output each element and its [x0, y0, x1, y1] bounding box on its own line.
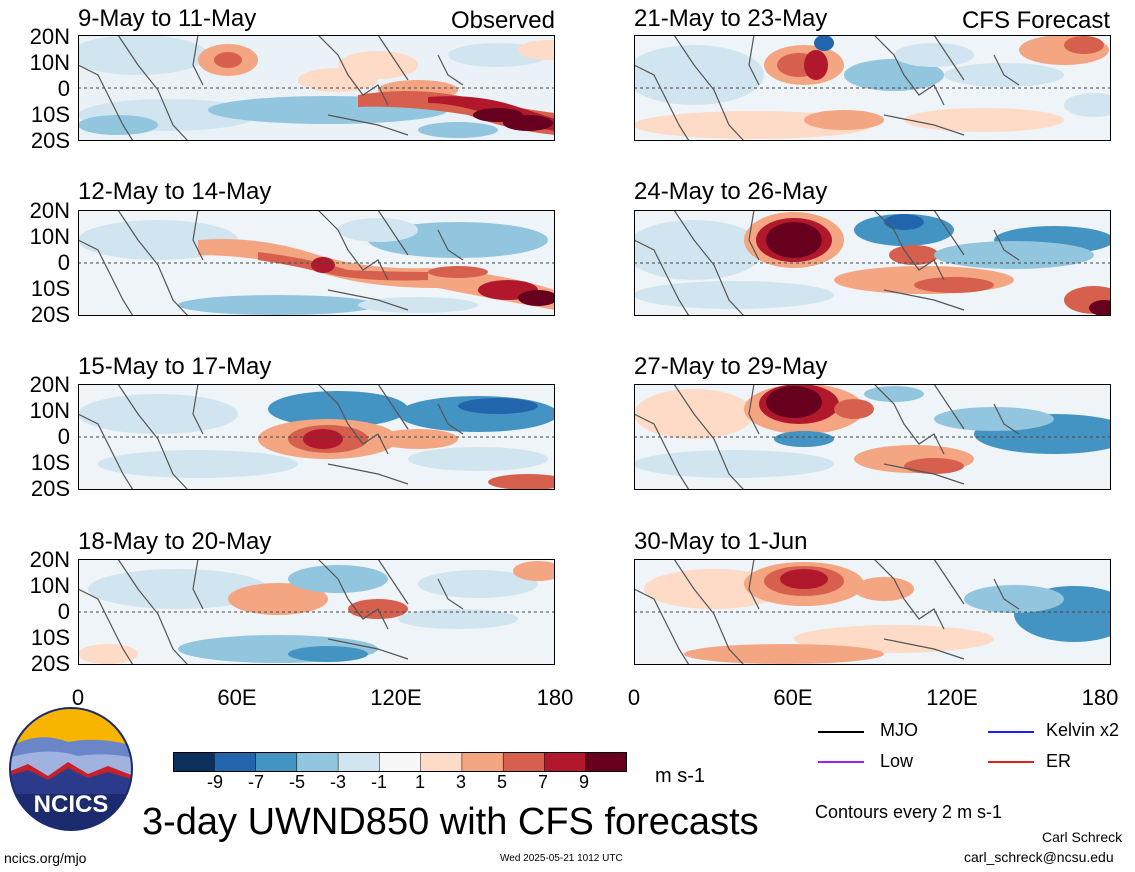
colorbar-swatch	[337, 752, 381, 772]
lon-label: 0	[627, 685, 641, 710]
map-panel-obs-3	[78, 384, 555, 490]
colorbar-swatch	[420, 752, 463, 772]
timestamp: Wed 2025-05-21 1012 UTC	[500, 853, 623, 864]
lat-label: 10S	[30, 102, 70, 127]
panel-title-fc-4: 30-May to 1-Jun	[634, 528, 808, 555]
lon-label: 120E	[926, 685, 978, 710]
map-panel-fc-4	[634, 559, 1111, 665]
lat-label: 20N	[29, 372, 70, 397]
colorbar-swatch	[379, 752, 422, 772]
colorbar-tick: 9	[578, 772, 589, 792]
lon-label: 180	[536, 685, 574, 710]
panel-title-obs-2: 12-May to 14-May	[78, 178, 272, 205]
panel-title-fc-2: 24-May to 26-May	[634, 178, 828, 205]
lon-label: 180	[1081, 685, 1119, 710]
lat-label: 10S	[30, 276, 70, 301]
panel-title-fc-3: 27-May to 29-May	[634, 353, 828, 380]
map-panel-fc-2	[634, 210, 1111, 316]
legend-er: ER	[1046, 751, 1072, 771]
lat-label: 10N	[29, 398, 70, 423]
lat-label: 10N	[29, 224, 70, 249]
colorbar-tick: -9	[206, 772, 223, 792]
lat-label: 20N	[29, 547, 70, 572]
lon-label: 60E	[773, 685, 813, 710]
legend-kelvin: Kelvin x2	[1046, 720, 1120, 740]
lat-label: 20S	[30, 476, 70, 501]
lat-label: 20N	[29, 198, 70, 223]
colorbar-swatch	[544, 752, 587, 772]
map-panel-obs-1	[78, 35, 555, 141]
map-panel-fc-3	[634, 384, 1111, 490]
panel-title-obs-4: 18-May to 20-May	[78, 528, 272, 555]
lat-label: 20S	[30, 651, 70, 676]
lon-label: 60E	[217, 685, 257, 710]
low-line	[818, 761, 864, 763]
contour-note: Contours every 2 m s-1	[815, 802, 1003, 822]
main-title: 3-day UWND850 with CFS forecasts	[142, 801, 759, 843]
lat-label: 10S	[30, 625, 70, 650]
colorbar-swatch	[296, 752, 339, 772]
lat-label: 0	[57, 250, 70, 275]
author-email[interactable]: carl_schreck@ncsu.edu	[964, 849, 1114, 865]
lat-label: 10N	[29, 50, 70, 75]
author: Carl Schreck	[1042, 829, 1123, 845]
colorbar-tick: 3	[455, 772, 466, 792]
panel-title-fc-1: 21-May to 23-May	[634, 5, 828, 32]
colorbar-swatch	[255, 752, 298, 772]
legend-mjo: MJO	[880, 720, 918, 740]
logo-text: NCICS	[34, 791, 109, 818]
site-link[interactable]: ncics.org/mjo	[4, 850, 87, 866]
colorbar-tick: -7	[247, 772, 264, 792]
panel-title-obs-1: 9-May to 11-May	[78, 5, 257, 32]
lat-label: 10N	[29, 573, 70, 598]
lat-label: 10S	[30, 450, 70, 475]
colorbar-swatch	[173, 752, 216, 772]
colorbar-swatch	[502, 752, 546, 772]
lat-label: 20S	[30, 302, 70, 327]
colorbar-tick: 5	[496, 772, 507, 792]
panel-title-obs-3: 15-May to 17-May	[78, 353, 272, 380]
lat-label: 20N	[29, 24, 70, 49]
colorbar-tick: 7	[537, 772, 548, 792]
map-panel-obs-4	[78, 559, 555, 665]
lon-label: 120E	[370, 685, 422, 710]
colorbar-tick: -5	[288, 772, 305, 792]
lat-label: 0	[57, 424, 70, 449]
colorbar-swatch	[585, 752, 627, 772]
colorbar-tick: -1	[370, 772, 387, 792]
colorbar-unit: m s-1	[655, 765, 705, 787]
lat-label: 0	[57, 599, 70, 624]
lat-label: 0	[57, 76, 70, 101]
ncics-logo: NCICS	[9, 707, 133, 831]
colorbar-swatches	[173, 752, 627, 772]
map-panel-fc-1	[634, 35, 1111, 141]
kelvin-line	[988, 731, 1034, 733]
observed-label: Observed	[450, 7, 555, 34]
lat-label: 20S	[30, 128, 70, 153]
lon-label: 0	[71, 685, 85, 710]
er-line	[988, 761, 1034, 763]
colorbar-swatch	[214, 752, 257, 772]
mjo-line	[818, 731, 864, 733]
map-panel-obs-2	[78, 210, 555, 316]
legend-low: Low	[880, 751, 914, 771]
cfs-forecast-label: CFS Forecast	[961, 7, 1110, 34]
colorbar-tick: -3	[329, 772, 346, 792]
colorbar-tick: 1	[414, 772, 425, 792]
colorbar-swatch	[461, 752, 504, 772]
